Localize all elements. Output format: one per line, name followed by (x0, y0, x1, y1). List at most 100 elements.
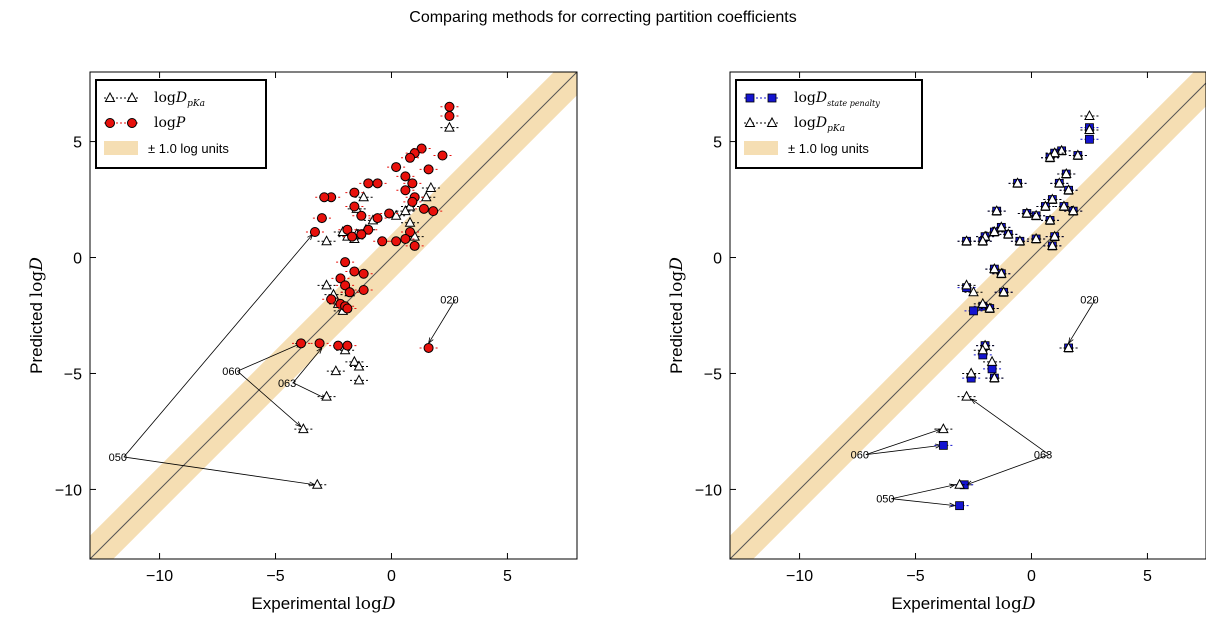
data-point (955, 501, 964, 511)
data-point (938, 423, 949, 434)
data-point (420, 191, 432, 202)
data-point (1002, 228, 1014, 239)
annotation-label: 050 (109, 452, 127, 464)
data-point (1012, 177, 1023, 188)
data-point (437, 150, 448, 161)
data-point (965, 367, 977, 378)
data-point (356, 229, 367, 240)
data-point (995, 267, 1007, 278)
x-tick-label: 5 (503, 568, 512, 585)
data-point (1058, 200, 1070, 211)
annotation-arrow (865, 428, 942, 456)
data-point (363, 178, 374, 189)
data-point (991, 205, 1003, 216)
y-tick-label: 5 (713, 135, 722, 152)
plot-area-1 (90, 72, 577, 559)
data-point (391, 162, 402, 173)
y-tick-label: 5 (73, 135, 82, 152)
annotation-arrowhead (970, 398, 978, 405)
data-point (961, 279, 972, 290)
data-point (358, 191, 369, 202)
data-point (344, 287, 355, 298)
legend-marker (105, 118, 115, 128)
annotation-label: 050 (876, 494, 894, 506)
data-point (1072, 149, 1084, 160)
data-point (987, 364, 997, 374)
y-tick-label: 0 (713, 251, 722, 268)
data-point (989, 263, 1000, 274)
data-point (954, 478, 965, 489)
data-point (1063, 184, 1074, 195)
data-point (377, 236, 388, 247)
annotation-label: 063 (1034, 450, 1052, 462)
annotation-arrow (237, 342, 302, 372)
data-point (349, 266, 360, 277)
x-axis-label: Experimental logD (251, 594, 396, 614)
data-point (428, 206, 439, 217)
legend-marker (744, 116, 756, 127)
data-point (298, 423, 309, 434)
data-point (416, 143, 427, 154)
data-point (1063, 341, 1074, 352)
data-point (358, 268, 369, 279)
annotation-arrow (123, 456, 316, 486)
data-point (444, 111, 455, 122)
series-filled-circle (292, 101, 459, 353)
data-point (425, 181, 437, 192)
data-point (1021, 207, 1033, 218)
data-point (444, 101, 455, 112)
data-point (423, 342, 434, 353)
annotation-arrow (237, 370, 302, 428)
data-point (1047, 193, 1058, 204)
data-point (316, 213, 327, 224)
data-point (989, 372, 1000, 383)
data-point (407, 196, 418, 207)
data-point (349, 201, 360, 212)
data-point (1049, 230, 1061, 241)
data-point (391, 236, 402, 247)
data-point (938, 440, 948, 450)
y-tick-label: 0 (73, 251, 82, 268)
data-point (969, 306, 978, 316)
data-point (342, 340, 353, 351)
data-point (977, 297, 989, 308)
data-point (423, 164, 434, 175)
figure-title: Comparing methods for correcting partiti… (409, 9, 796, 26)
legend-label: logP (154, 115, 186, 131)
data-point (984, 302, 996, 313)
data-point (347, 231, 358, 242)
data-point (1053, 177, 1065, 188)
annotation-arrowhead (428, 337, 434, 344)
data-point (968, 286, 979, 297)
data-point (400, 185, 411, 196)
data-point (335, 273, 346, 284)
x-tick-label: −5 (906, 568, 924, 585)
annotation-label: 060 (851, 450, 869, 462)
data-point (321, 390, 332, 401)
data-point (405, 227, 416, 238)
data-point (353, 360, 365, 371)
annotation-arrow (891, 484, 956, 500)
x-tick-label: −10 (786, 568, 813, 585)
data-point (405, 152, 416, 163)
data-point (321, 279, 332, 290)
data-point (1014, 235, 1026, 246)
data-point (384, 208, 395, 219)
data-point (333, 340, 344, 351)
plot-frame-1 (89, 71, 578, 560)
data-point (1047, 239, 1058, 250)
annotation-arrow (970, 398, 1050, 455)
data-point (1044, 214, 1056, 225)
data-point (342, 224, 353, 235)
data-point (998, 286, 1009, 297)
legend-marker (126, 91, 138, 102)
data-point (319, 192, 330, 203)
data-point (356, 210, 367, 221)
data-point (372, 213, 383, 224)
data-point (1056, 144, 1067, 155)
annotation-arrowhead (1068, 337, 1074, 344)
data-point (1084, 109, 1095, 121)
data-point (1067, 205, 1079, 216)
legend-marker (767, 93, 777, 103)
